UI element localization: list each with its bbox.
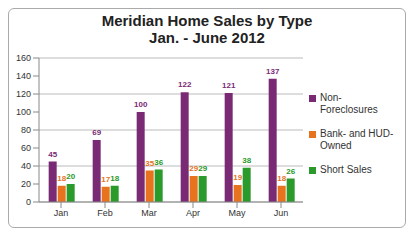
svg-text:Feb: Feb	[97, 208, 113, 218]
svg-text:26: 26	[286, 167, 295, 176]
svg-text:137: 137	[266, 67, 280, 76]
svg-text:140: 140	[16, 71, 31, 81]
svg-text:20: 20	[21, 179, 31, 189]
svg-text:20: 20	[66, 172, 75, 181]
svg-text:121: 121	[222, 81, 236, 90]
svg-text:18: 18	[110, 174, 119, 183]
svg-text:0: 0	[26, 197, 31, 207]
svg-text:36: 36	[154, 158, 163, 167]
svg-text:100: 100	[134, 100, 148, 109]
svg-text:40: 40	[21, 161, 31, 171]
svg-text:18: 18	[57, 173, 67, 183]
svg-text:60: 60	[21, 143, 31, 153]
html-text:Jan. - June 2012: Jan. - June 2012	[149, 29, 265, 46]
svg-text:19: 19	[233, 173, 242, 182]
svg-text:May: May	[228, 208, 246, 218]
svg-text:160: 160	[16, 53, 31, 63]
svg-text:Jan: Jan	[54, 208, 69, 218]
svg-text:35: 35	[145, 158, 155, 168]
svg-text:80: 80	[21, 125, 31, 135]
svg-text:100: 100	[16, 107, 31, 117]
svg-text:29: 29	[189, 163, 199, 173]
svg-text:Jun: Jun	[274, 208, 289, 218]
svg-text:Apr: Apr	[186, 208, 200, 218]
svg-text:Mar: Mar	[141, 208, 157, 218]
svg-text:69: 69	[92, 128, 101, 137]
html-text:Meridian Home Sales by Type: Meridian Home Sales by Type	[101, 12, 313, 29]
html-text:Short Sales: Short Sales	[320, 164, 372, 175]
svg-text:29: 29	[198, 164, 207, 173]
html-text:Bank- and HUD-Owned: Bank- and HUD-Owned	[320, 128, 394, 151]
svg-text:38: 38	[242, 156, 251, 165]
svg-text:45: 45	[48, 150, 57, 159]
svg-text:120: 120	[16, 89, 31, 99]
html-text:Non-Foreclosures: Non-Foreclosures	[320, 92, 378, 115]
svg-text:18: 18	[277, 173, 287, 183]
svg-text:17: 17	[101, 174, 111, 184]
svg-text:122: 122	[178, 80, 192, 89]
